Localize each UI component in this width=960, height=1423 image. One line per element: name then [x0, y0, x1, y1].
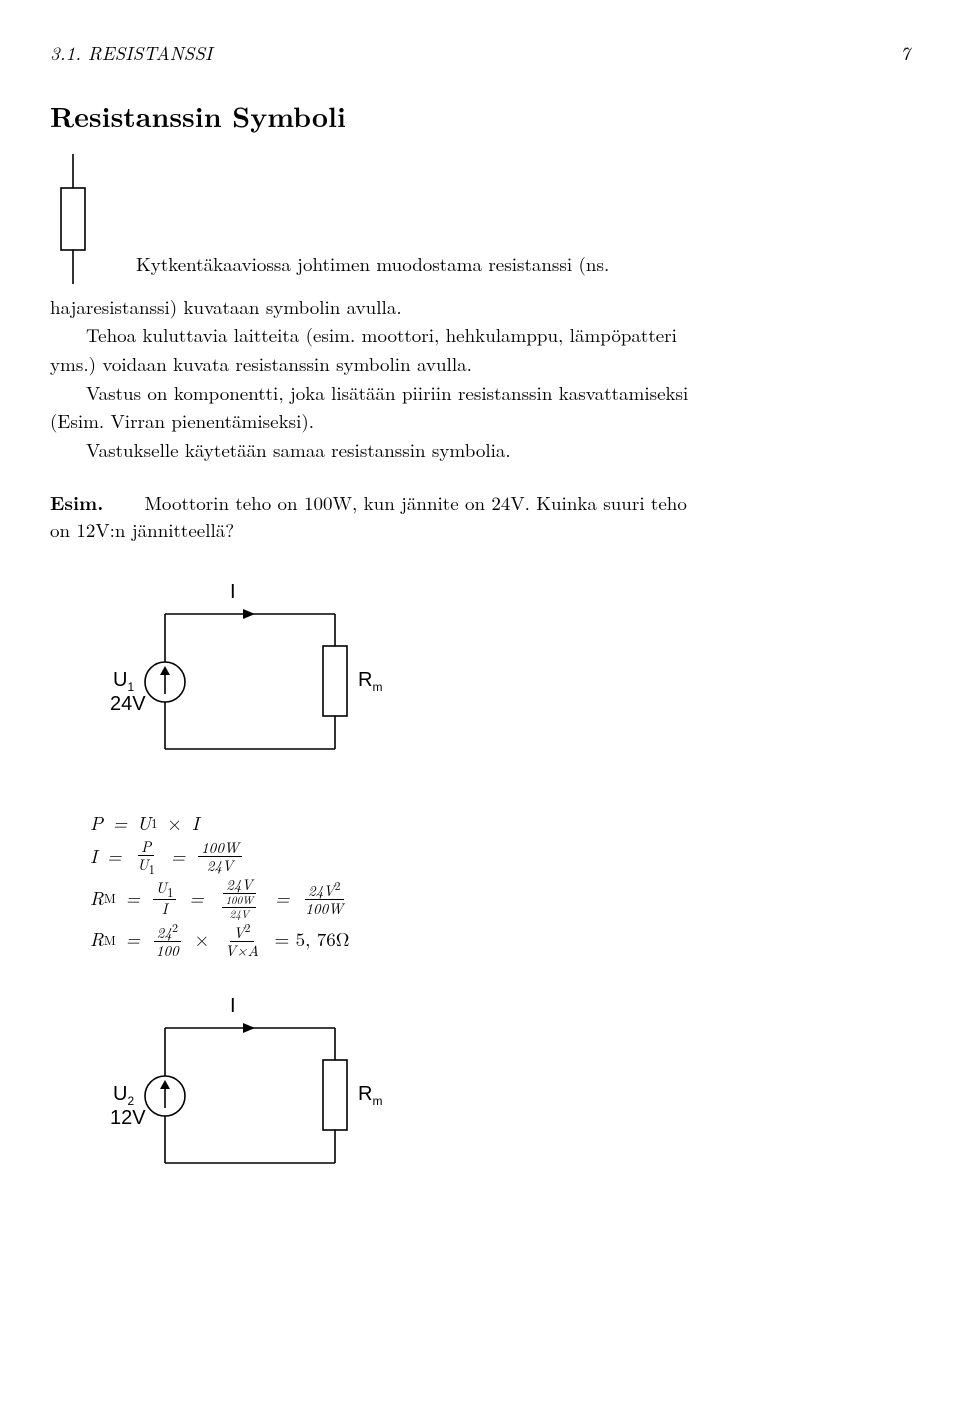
- example-block: Esim. Moottorin teho on 100W, kun jännit…: [50, 489, 910, 543]
- esim-body-2: on 12V:n jännitteellä?: [50, 517, 910, 544]
- esim-body: Moottorin teho on 100W, kun jännite on 2…: [144, 489, 686, 516]
- current-label: I: [230, 995, 236, 1017]
- header-left: 3.1. RESISTANSSI: [50, 40, 212, 67]
- para-line: Vastus on komponentti, joka lisätään pii…: [50, 380, 910, 407]
- body-paragraphs: hajaresistanssi) kuvataan symbolin avull…: [50, 294, 910, 464]
- running-header: 3.1. RESISTANSSI 7: [50, 40, 910, 67]
- equations-block: P = U1 × I I = P U1 = 100W 24V RM = U1 I…: [90, 810, 910, 958]
- voltage-value: 12V: [110, 1107, 146, 1129]
- para-line: yms.) voidaan kuvata resistanssin symbol…: [50, 351, 910, 378]
- resistor-symbol-icon: [50, 154, 96, 284]
- para-line: Vastukselle käytetään samaa resistanssin…: [50, 437, 910, 464]
- resistor-label: Rm: [358, 669, 382, 694]
- header-right: 7: [900, 40, 910, 67]
- voltage-value: 24V: [110, 693, 146, 715]
- voltage-label: U1: [113, 669, 134, 694]
- circuit-diagram-1: I U1 24V Rm: [110, 574, 910, 781]
- para-line: hajaresistanssi) kuvataan symbolin avull…: [50, 294, 910, 321]
- esim-label: Esim.: [50, 488, 103, 516]
- current-label: I: [230, 581, 236, 603]
- symbol-row: Kytkentäkaaviossa johtimen muodostama re…: [50, 154, 910, 284]
- para-line: Tehoa kuluttavia laitteita (esim. mootto…: [50, 322, 910, 349]
- section-title: Resistanssin Symboli: [50, 97, 910, 136]
- para-line: (Esim. Virran pienentämiseksi).: [50, 408, 910, 435]
- equation-1: P = U1 × I: [90, 810, 910, 837]
- equation-4: RM = 242 100 × V2 V×A = 5, 76Ω: [90, 922, 910, 958]
- voltage-label: U2: [113, 1083, 134, 1108]
- intro-tail: Kytkentäkaaviossa johtimen muodostama re…: [136, 251, 609, 284]
- resistor-label: Rm: [358, 1083, 382, 1108]
- circuit-diagram-2: I U2 12V Rm: [110, 988, 910, 1195]
- equation-2: I = P U1 = 100W 24V: [90, 839, 910, 875]
- equation-3: RM = U1 I = 24V 100W 24V = 24V2 100W: [90, 877, 910, 920]
